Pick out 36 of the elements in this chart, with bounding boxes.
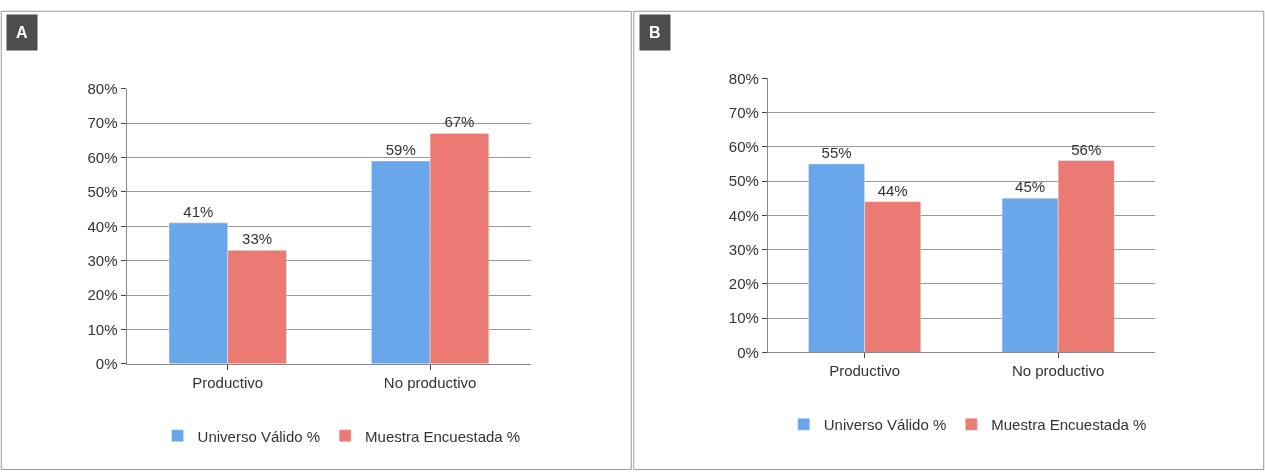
y-tick-label: 30%: [728, 240, 759, 258]
data-label: 67%: [444, 113, 475, 131]
y-tick-label: 40%: [728, 206, 759, 224]
legend-label: Muestra Encuestada %: [991, 416, 1147, 434]
data-label: 56%: [1071, 140, 1102, 158]
chart-title: B: [649, 24, 661, 41]
y-tick-label: 80%: [728, 69, 759, 87]
data-label: 55%: [821, 143, 852, 161]
chart-title: A: [16, 24, 28, 41]
y-tick-label: 10%: [728, 309, 759, 327]
y-tick-label: 50%: [728, 172, 759, 190]
y-tick-label: 50%: [87, 183, 118, 201]
legend-label: Muestra Encuestada %: [365, 427, 521, 445]
y-tick-label: 80%: [87, 80, 118, 98]
data-label: 44%: [877, 181, 908, 199]
legend-label: Universo Válido %: [823, 416, 947, 434]
x-tick-label: No productivo: [383, 373, 477, 391]
x-tick-label: No productivo: [1011, 362, 1105, 380]
x-tick-label: Productivo: [192, 373, 264, 391]
data-label: 41%: [183, 202, 214, 220]
y-tick-label: 20%: [728, 275, 759, 293]
y-tick-label: 60%: [87, 148, 118, 166]
data-label: 45%: [1015, 178, 1046, 196]
y-tick-label: 30%: [87, 251, 118, 269]
y-tick-label: 0%: [95, 355, 118, 373]
y-tick-label: 70%: [87, 114, 118, 132]
legend-label: Universo Válido %: [197, 427, 321, 445]
y-tick-label: 70%: [728, 103, 759, 121]
x-tick-label: Productivo: [829, 362, 901, 380]
data-label: 59%: [385, 140, 416, 158]
data-label: 33%: [242, 230, 273, 248]
y-tick-label: 20%: [87, 286, 118, 304]
y-tick-label: 60%: [728, 138, 759, 156]
y-tick-label: 0%: [737, 343, 759, 361]
y-tick-label: 40%: [87, 217, 118, 235]
y-tick-label: 10%: [87, 320, 118, 338]
